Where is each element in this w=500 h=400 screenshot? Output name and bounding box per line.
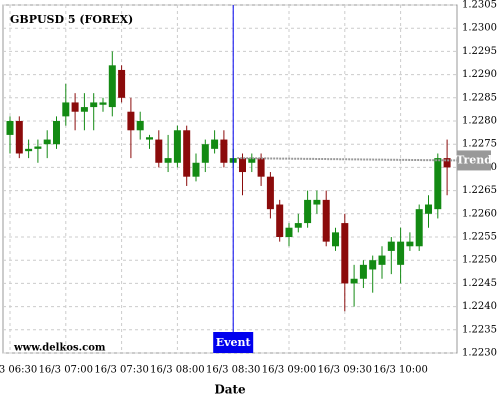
candle-body — [164, 158, 172, 163]
trend-line — [237, 157, 458, 162]
candle-body — [80, 107, 88, 112]
candle-body — [341, 223, 349, 284]
y-tick-label: 1.2240 — [462, 301, 497, 312]
candle-body — [294, 223, 302, 228]
x-tick-label: 16/3 07:00 — [39, 365, 93, 376]
y-tick-label: 1.2305 — [462, 0, 497, 11]
candle-body — [62, 102, 70, 117]
candle-body — [211, 139, 219, 149]
candle-body — [146, 137, 153, 140]
candle-body — [425, 204, 432, 214]
candle-body — [332, 232, 339, 247]
candle-body — [220, 139, 228, 163]
candle-body — [183, 130, 191, 177]
candle-body — [43, 139, 51, 145]
event-label: Event — [216, 336, 252, 349]
candle-body — [322, 199, 330, 242]
candle-body — [71, 102, 79, 112]
x-tick-label: 16/3 06:30 — [0, 365, 37, 376]
candle-body — [173, 130, 181, 163]
candle-body — [304, 199, 312, 224]
y-tick-label: 1.2295 — [462, 46, 497, 57]
candle-body — [239, 158, 246, 173]
candle-body — [359, 264, 367, 279]
x-tick-label: 16/3 09:30 — [318, 365, 372, 376]
candle-body — [248, 158, 256, 163]
candle-body — [201, 144, 209, 163]
event-label-box — [213, 332, 254, 353]
trend-label-box — [457, 150, 491, 171]
y-tick-label: 1.2280 — [462, 116, 497, 127]
candle-body — [6, 121, 14, 135]
candle-body — [276, 204, 284, 237]
x-tick-label: 16/3 08:30 — [206, 365, 260, 376]
trend-label: Trend — [456, 153, 492, 166]
x-tick-label: 16/3 07:30 — [94, 365, 148, 376]
candle-body — [285, 227, 293, 237]
candle-body — [313, 199, 321, 205]
candle-body — [136, 121, 144, 131]
watermark: www.delkos.com — [13, 343, 106, 354]
y-tick-label: 1.2300 — [462, 23, 497, 34]
y-tick-label: 1.2260 — [462, 208, 497, 219]
candle-body — [192, 162, 200, 177]
candle-body — [434, 158, 442, 210]
candle-body — [99, 102, 107, 105]
candle-body — [415, 209, 423, 247]
y-tick-label: 1.2235 — [462, 324, 497, 335]
candle-body — [118, 69, 126, 98]
x-tick-label: 16/3 10:00 — [373, 365, 427, 376]
candle-body — [406, 241, 414, 247]
candle-body — [25, 148, 33, 152]
y-tick-label: 1.2275 — [462, 139, 497, 150]
y-tick-label: 1.2255 — [462, 232, 497, 243]
plot-area — [2, 4, 458, 354]
candle-body — [15, 121, 23, 154]
y-tick-label: 1.2245 — [462, 278, 497, 289]
candle-body — [53, 121, 60, 145]
candle-body — [34, 146, 42, 149]
y-tick-label: 1.2250 — [462, 255, 497, 266]
x-tick-label: 16/3 09:00 — [262, 365, 316, 376]
candle-body — [369, 260, 377, 270]
candle-body — [397, 241, 405, 265]
y-tick-label: 1.2285 — [462, 92, 497, 103]
candle-body — [387, 241, 395, 251]
candle-body — [155, 139, 163, 163]
candle-body — [127, 111, 135, 131]
x-axis-label: Date — [214, 383, 246, 397]
candle-body — [108, 65, 116, 108]
x-tick-label: 16/3 08:00 — [150, 365, 204, 376]
candle-body — [90, 102, 98, 108]
candle-body — [266, 176, 274, 210]
candle-body — [257, 158, 265, 177]
candle-body — [378, 255, 386, 265]
y-tick-label: 1.2230 — [462, 348, 497, 359]
y-tick-label: 1.2290 — [462, 69, 497, 80]
y-tick-label: 1.2265 — [462, 185, 497, 196]
candle-body — [443, 158, 451, 168]
chart-title: GBPUSD 5 (FOREX) — [10, 13, 133, 26]
candle-body — [350, 278, 358, 284]
